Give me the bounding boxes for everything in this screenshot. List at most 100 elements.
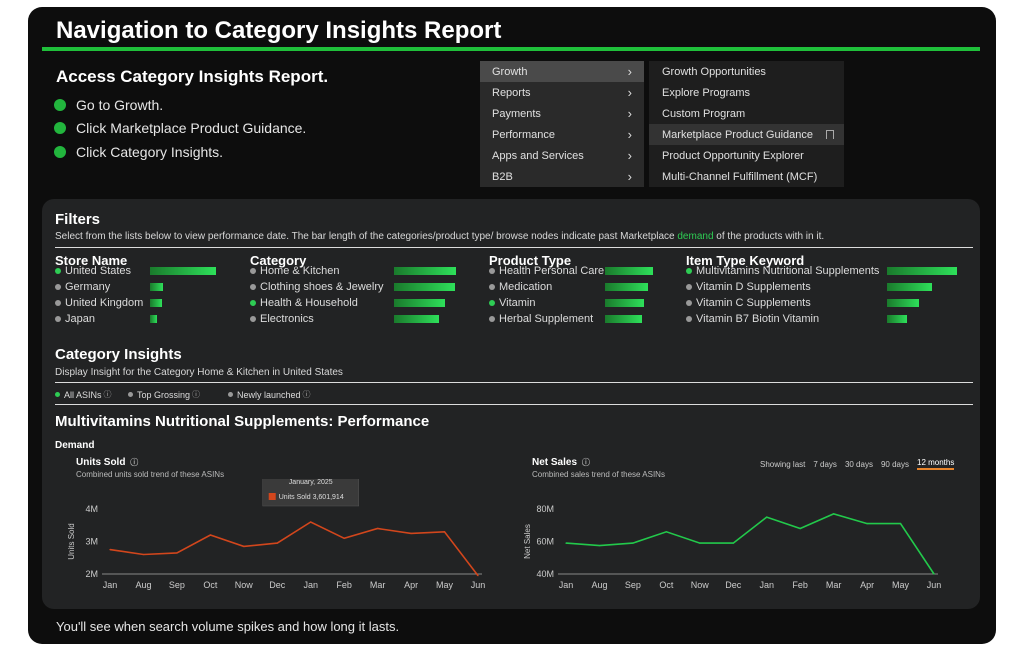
filter-column-header: Item Type Keyword bbox=[686, 253, 805, 268]
demand-bar bbox=[605, 283, 648, 291]
range-30-days[interactable]: 30 days bbox=[844, 459, 873, 469]
radio-dot bbox=[55, 268, 61, 274]
data-point bbox=[799, 527, 801, 530]
filter-option[interactable]: Clothing shoes & Jewelry bbox=[250, 279, 384, 295]
filter-column-header: Category bbox=[250, 253, 307, 268]
showing-last-label: Showing last bbox=[760, 459, 806, 469]
radio-dot bbox=[55, 392, 60, 397]
filter-option[interactable]: Home & Kitchen bbox=[250, 263, 339, 279]
range-12-months[interactable]: 12 months bbox=[917, 458, 955, 470]
submenu-item-multi-channel-fulfillment[interactable]: Multi-Channel Fulfillment (MCF) bbox=[662, 170, 818, 183]
data-point bbox=[632, 542, 634, 544]
steps-list: Go to Growth. Click Marketplace Product … bbox=[54, 93, 306, 164]
data-point bbox=[343, 537, 345, 539]
units-sold-chart: 4M 3M 2M Units Sold Jan Aug Sep Oct Now Dec Jan Feb… bbox=[67, 479, 485, 590]
insights-heading: Category Insights bbox=[55, 346, 182, 363]
data-point bbox=[899, 523, 902, 525]
submenu-item-custom-program[interactable]: Custom Program bbox=[662, 107, 746, 120]
submenu-item-growth-opportunities[interactable]: Growth Opportunities bbox=[662, 65, 766, 78]
submenu-item-marketplace-product-guidance[interactable]: Marketplace Product Guidance bbox=[649, 124, 844, 145]
demand-bar bbox=[605, 315, 642, 323]
data-point bbox=[699, 542, 701, 544]
series-line bbox=[109, 521, 479, 577]
y-tick-label: 80M bbox=[536, 504, 554, 514]
chevron-right-icon: › bbox=[627, 127, 632, 142]
chip-newly-launched[interactable]: Newly launched ⓘ bbox=[228, 389, 311, 400]
submenu-item-product-opportunity-explorer[interactable]: Product Opportunity Explorer bbox=[662, 149, 804, 162]
x-tick-label: May bbox=[892, 580, 910, 590]
bookmark-icon[interactable] bbox=[826, 130, 834, 139]
filter-option[interactable]: Electronics bbox=[250, 311, 314, 327]
x-tick-label: Sep bbox=[169, 580, 185, 590]
demand-bar bbox=[394, 283, 455, 291]
bullet-icon bbox=[54, 122, 66, 135]
chevron-right-icon: › bbox=[627, 85, 632, 100]
info-icon: ⓘ bbox=[302, 390, 311, 399]
range-90-days[interactable]: 90 days bbox=[880, 459, 909, 469]
filter-option[interactable]: Multivitamins Nutritional Supplements bbox=[686, 263, 879, 279]
data-point bbox=[410, 532, 412, 534]
data-point bbox=[443, 531, 446, 533]
x-tick-label: Dec bbox=[269, 580, 286, 590]
menu-item-apps-and-services[interactable]: Apps and Services › bbox=[492, 148, 632, 163]
data-point bbox=[276, 542, 278, 544]
filter-option[interactable]: Vitamin C Supplements bbox=[686, 295, 811, 311]
data-point bbox=[565, 542, 567, 544]
demand-bar bbox=[887, 283, 932, 291]
filter-option[interactable]: Health Personal Care bbox=[489, 263, 604, 279]
range-7-days[interactable]: 7 days bbox=[813, 459, 837, 469]
info-icon: ⓘ bbox=[192, 390, 201, 399]
demand-label: Demand bbox=[55, 440, 95, 451]
filter-option[interactable]: Vitamin bbox=[489, 295, 535, 311]
menu-item-payments[interactable]: Payments › bbox=[492, 106, 632, 121]
demand-bar bbox=[150, 267, 216, 275]
radio-dot bbox=[55, 284, 61, 290]
radio-dot bbox=[489, 316, 495, 322]
filter-option[interactable]: Germany bbox=[55, 279, 110, 295]
filter-option[interactable]: Vitamin D Supplements bbox=[686, 279, 811, 295]
step-item: Go to Growth. bbox=[54, 93, 306, 117]
radio-dot bbox=[250, 300, 256, 306]
chip-all-asins[interactable]: All ASINs ⓘ bbox=[55, 389, 112, 400]
demand-bar bbox=[887, 315, 907, 323]
filters-heading: Filters bbox=[55, 211, 101, 228]
title-divider bbox=[42, 47, 980, 51]
chevron-right-icon: › bbox=[627, 106, 632, 121]
data-point bbox=[933, 573, 935, 575]
page-title: Navigation to Category Insights Report bbox=[56, 17, 502, 44]
tooltip-title: January, 2025 bbox=[289, 479, 333, 486]
chevron-right-icon: › bbox=[627, 169, 632, 184]
menu-item-performance[interactable]: Performance › bbox=[492, 127, 632, 142]
x-tick-label: Jan bbox=[559, 580, 574, 590]
filter-option[interactable]: United Kingdom bbox=[55, 295, 143, 311]
x-tick-label: Sep bbox=[625, 580, 641, 590]
filter-option[interactable]: United States bbox=[55, 263, 131, 279]
chip-top-grossing[interactable]: Top Grossing ⓘ bbox=[128, 389, 200, 400]
x-tick-label: Mar bbox=[826, 580, 842, 590]
x-tick-label: Jan bbox=[759, 580, 774, 590]
radio-dot bbox=[250, 284, 256, 290]
menu-item-growth[interactable]: Growth › bbox=[480, 61, 644, 82]
filter-option[interactable]: Japan bbox=[55, 311, 95, 327]
filter-option[interactable]: Vitamin B7 Biotin Vitamin bbox=[686, 311, 819, 327]
submenu-item-explore-programs[interactable]: Explore Programs bbox=[662, 86, 751, 99]
filter-option[interactable]: Medication bbox=[489, 279, 552, 295]
bullet-icon bbox=[54, 98, 66, 111]
chevron-right-icon: › bbox=[627, 64, 632, 79]
info-icon: ⓘ bbox=[581, 458, 590, 467]
report-panel: Filters Select from the lists below to v… bbox=[42, 199, 980, 609]
series-line bbox=[565, 513, 935, 575]
x-tick-label: Now bbox=[691, 580, 710, 590]
y-tick-label: 40M bbox=[536, 569, 554, 579]
radio-dot bbox=[250, 268, 256, 274]
x-tick-label: Mar bbox=[370, 580, 386, 590]
filter-option[interactable]: Health & Household bbox=[250, 295, 358, 311]
radio-dot bbox=[686, 284, 692, 290]
menu-item-reports[interactable]: Reports › bbox=[492, 85, 632, 100]
main-menu: Growth › Reports › Payments › Performance › … bbox=[480, 61, 644, 187]
menu-item-b2b[interactable]: B2B › bbox=[492, 169, 632, 184]
filter-option[interactable]: Herbal Supplement bbox=[489, 311, 593, 327]
insights-divider-bottom bbox=[55, 404, 973, 405]
info-icon: ⓘ bbox=[103, 390, 112, 399]
x-tick-label: Feb bbox=[336, 580, 352, 590]
